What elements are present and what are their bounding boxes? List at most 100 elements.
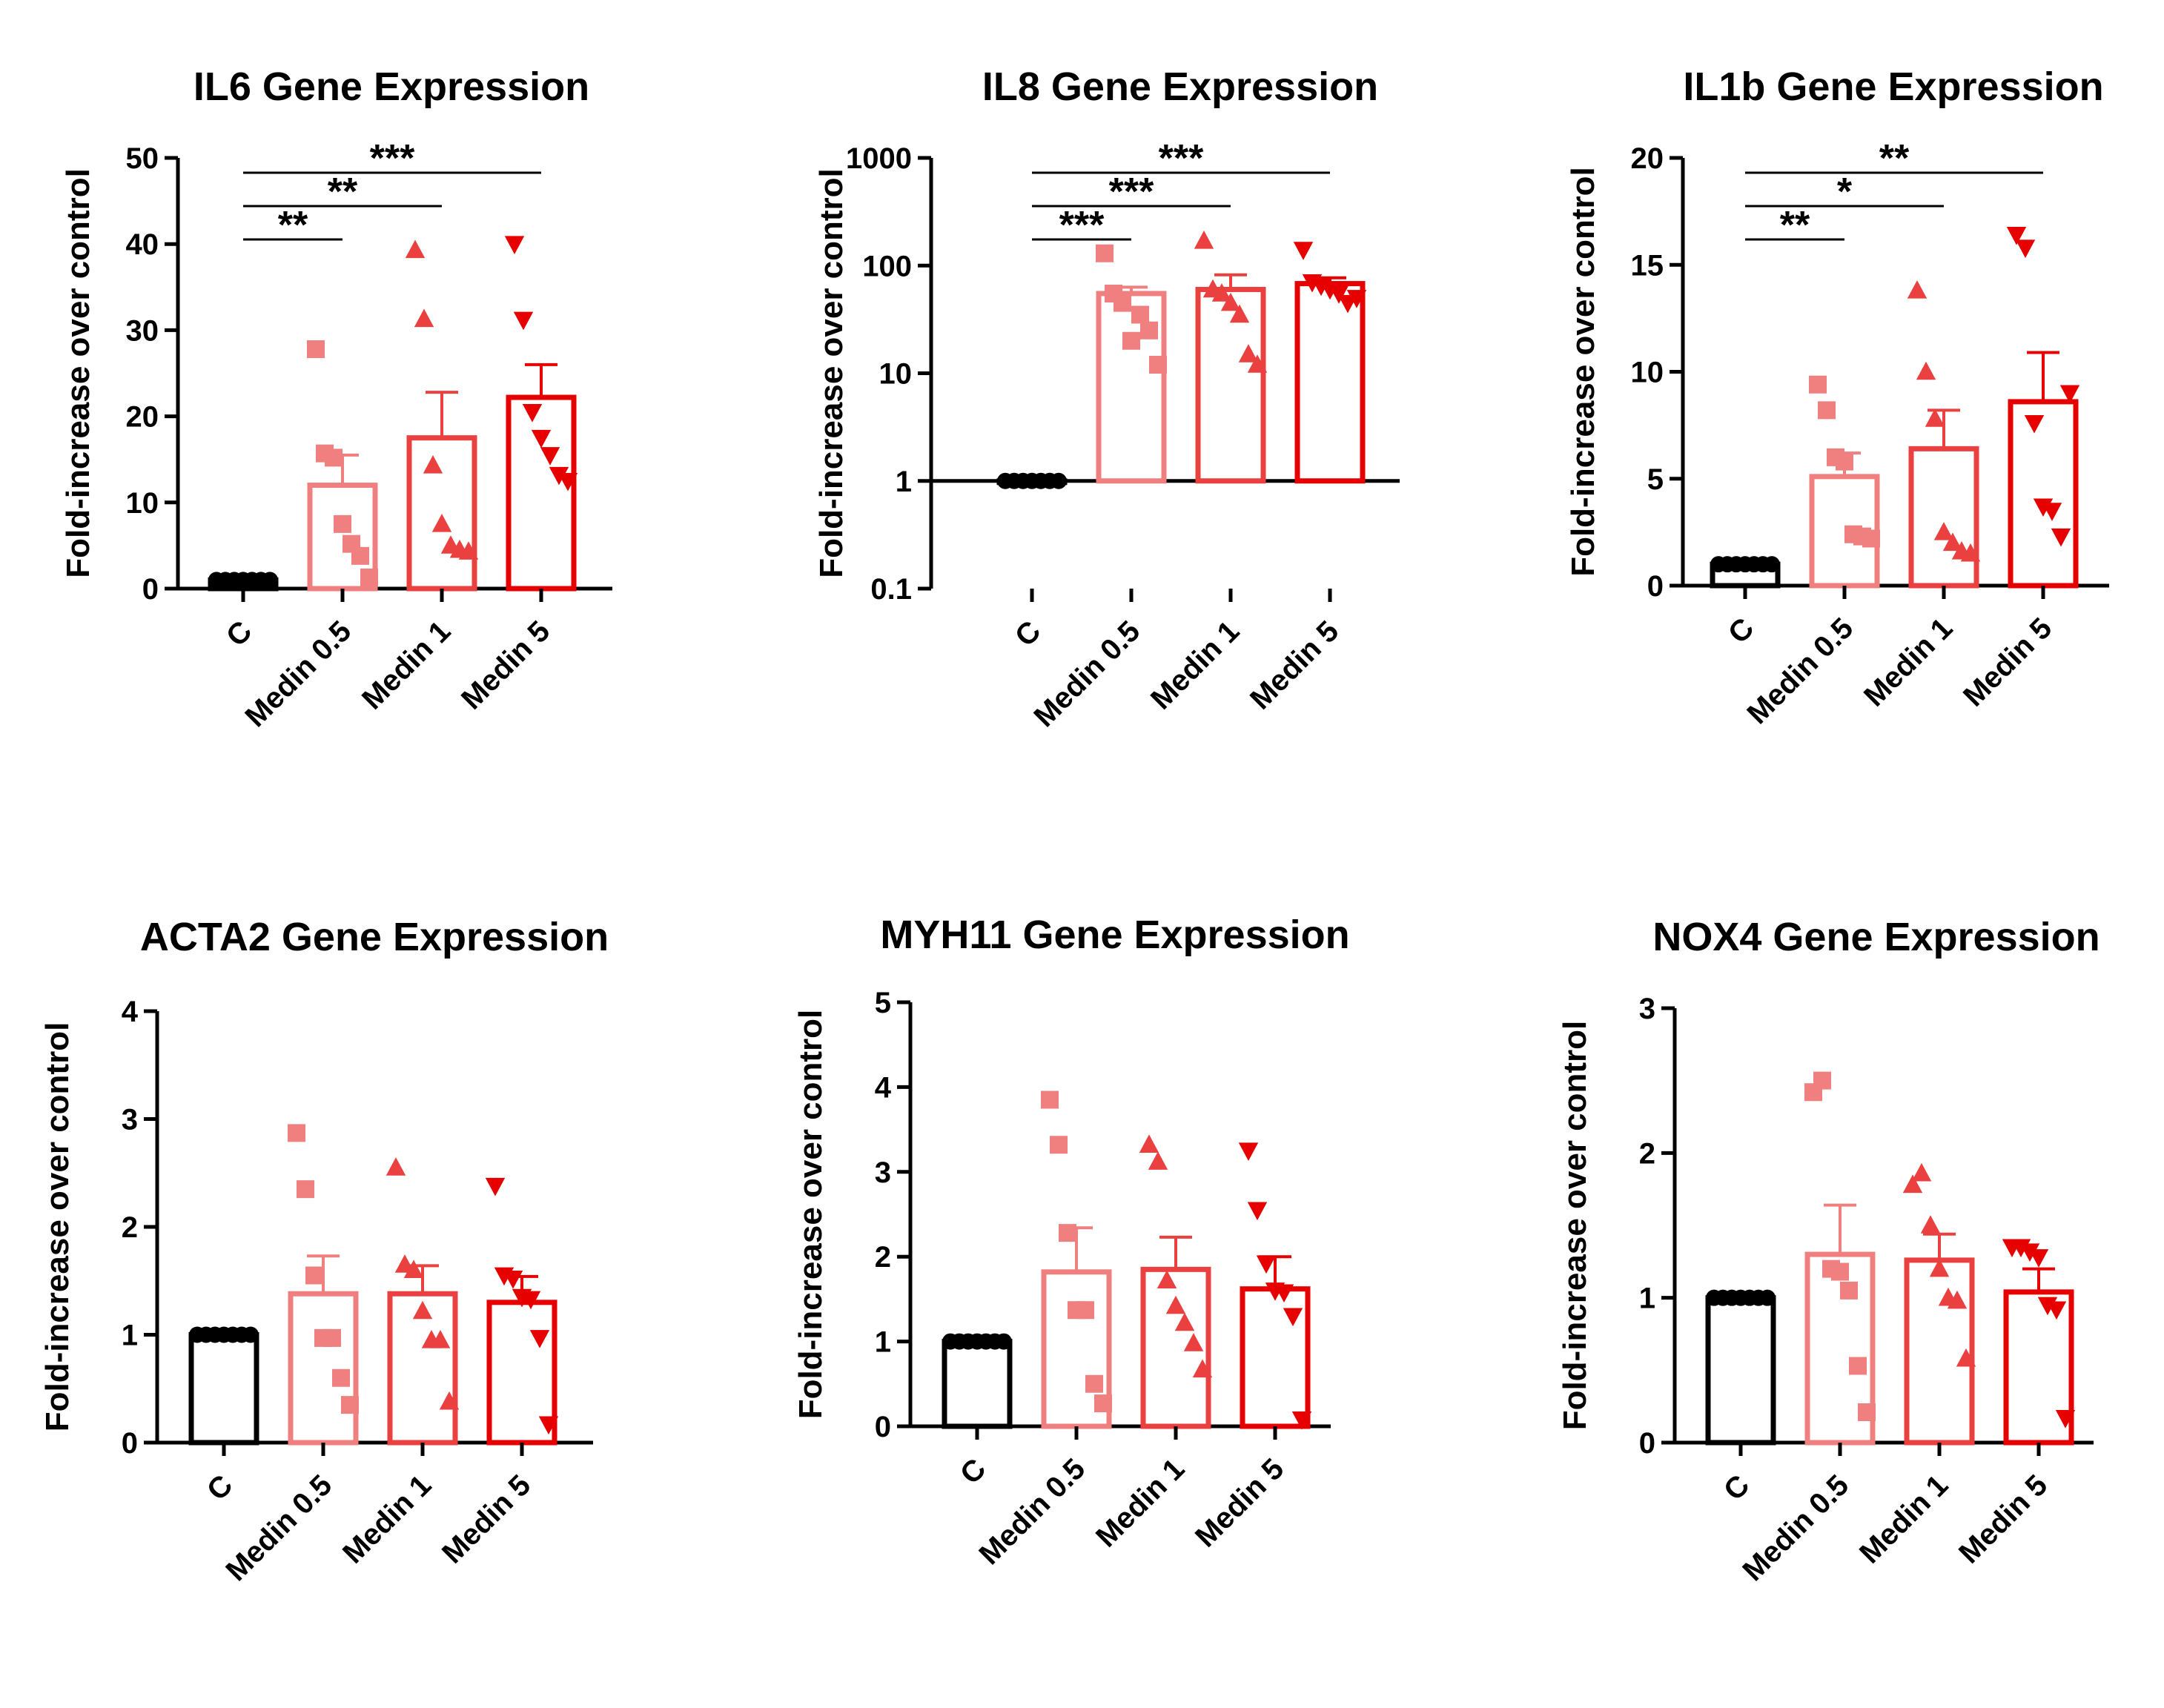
y-tick-label: 1: [875, 1326, 891, 1359]
data-point: [503, 1271, 523, 1289]
x-category-label: Medin 5: [1244, 615, 1345, 715]
x-category-label: C: [1722, 612, 1761, 650]
bar: [406, 435, 477, 592]
data-point: [288, 1124, 305, 1142]
data-point: [1157, 1270, 1177, 1289]
data-point: [1165, 1295, 1186, 1314]
x-category-label: Medin 1: [1145, 615, 1245, 715]
data-point: [386, 1157, 406, 1176]
y-tick-label: 0: [142, 573, 159, 606]
y-tick-label: 0.1: [870, 573, 912, 606]
y-tick-label: 15: [1631, 249, 1664, 282]
data-point: [297, 1180, 314, 1199]
chart-title: IL8 Gene Expression: [982, 64, 1378, 109]
data-point: [996, 1333, 1012, 1350]
data-point: [1862, 529, 1880, 548]
data-point: [305, 1266, 323, 1285]
bar: [942, 1339, 1013, 1429]
data-point: [1059, 1224, 1076, 1242]
y-axis-label: Fold-increase over control: [39, 1022, 76, 1432]
data-point: [1759, 1289, 1776, 1306]
y-tick-label: 10: [126, 487, 159, 520]
panel-il1b: IL1b Gene Expression Fold-increase over c…: [1565, 64, 2109, 730]
data-point: [1902, 1174, 1923, 1194]
chart-title: MYH11 Gene Expression: [880, 913, 1349, 957]
data-point: [1283, 1308, 1303, 1327]
panel-acta2: ACTA2 Gene Expression Fold-increase over …: [39, 915, 609, 1587]
x-category-label: Medin 0.5: [1028, 615, 1146, 733]
data-point: [1809, 375, 1827, 394]
data-point: [1907, 280, 1928, 299]
data-point: [504, 236, 525, 254]
y-tick-label: 1: [1639, 1282, 1655, 1315]
data-point: [549, 466, 569, 486]
data-point: [307, 340, 325, 358]
data-point: [485, 1177, 506, 1196]
significance-label: ***: [1109, 171, 1154, 214]
data-point: [1174, 1312, 1195, 1331]
data-point: [2019, 1243, 2040, 1262]
data-point: [341, 1396, 359, 1414]
data-point: [520, 1291, 541, 1310]
chart-title: NOX4 Gene Expression: [1652, 915, 2100, 959]
data-point: [1050, 472, 1067, 489]
data-point: [1096, 244, 1114, 262]
data-point: [2042, 503, 2062, 521]
data-point: [2024, 414, 2045, 434]
x-category-label: Medin 5: [1957, 612, 2058, 712]
data-point: [403, 1260, 424, 1278]
y-tick-label: 1: [122, 1320, 138, 1352]
data-point: [360, 568, 378, 586]
bar: [1705, 1295, 1776, 1446]
data-point: [1925, 408, 1945, 427]
data-point: [1114, 294, 1131, 312]
data-point: [1192, 1359, 1213, 1378]
y-tick-label: 1000: [846, 142, 912, 175]
data-point: [538, 1416, 559, 1435]
data-point: [522, 403, 543, 423]
y-tick-label: 50: [126, 142, 159, 175]
x-category-label: Medin 5: [1189, 1452, 1290, 1553]
x-category-label: C: [1009, 615, 1048, 653]
y-axis-label: Fold-increase over control: [1565, 167, 1601, 577]
data-point: [1247, 1202, 1268, 1221]
data-point: [431, 514, 452, 532]
y-tick-label: 0: [1647, 570, 1664, 603]
y-tick-label: 3: [1639, 993, 1655, 1025]
data-point: [1764, 556, 1780, 573]
data-point: [334, 514, 351, 533]
bar: [1294, 281, 1366, 484]
panel-il8: IL8 Gene Expression Fold-increase over co…: [813, 64, 1400, 733]
x-category-label: Medin 0.5: [239, 615, 357, 733]
data-point: [1956, 1348, 1976, 1367]
data-point: [2015, 239, 2036, 258]
y-tick-label: 0: [122, 1427, 138, 1460]
data-point: [1094, 1394, 1112, 1413]
data-point: [1238, 344, 1259, 363]
data-point: [1942, 532, 1963, 552]
data-point: [325, 448, 343, 467]
data-point: [1274, 1284, 1294, 1303]
x-category-label: C: [220, 615, 259, 653]
data-point: [2051, 528, 2071, 547]
data-point: [1328, 285, 1349, 304]
y-axis-label: Fold-increase over control: [813, 168, 850, 578]
data-point: [2028, 1249, 2049, 1268]
chart-title: IL1b Gene Expression: [1683, 64, 2103, 109]
data-point: [1247, 354, 1268, 373]
y-tick-label: 5: [1647, 463, 1664, 496]
data-point: [1911, 1162, 1932, 1182]
data-point: [1933, 522, 1954, 540]
x-category-label: Medin 1: [356, 615, 457, 715]
significance-label: ***: [1159, 137, 1204, 180]
y-axis-label: Fold-increase over control: [793, 1010, 829, 1420]
data-point: [1122, 331, 1140, 350]
significance-label: *: [1837, 171, 1853, 214]
y-tick-label: 2: [875, 1241, 891, 1274]
bar: [1908, 446, 1979, 589]
bar: [1904, 1257, 1975, 1446]
data-point: [405, 239, 426, 259]
data-point: [1183, 1333, 1204, 1351]
data-point: [458, 541, 479, 560]
y-tick-label: 3: [122, 1104, 138, 1136]
